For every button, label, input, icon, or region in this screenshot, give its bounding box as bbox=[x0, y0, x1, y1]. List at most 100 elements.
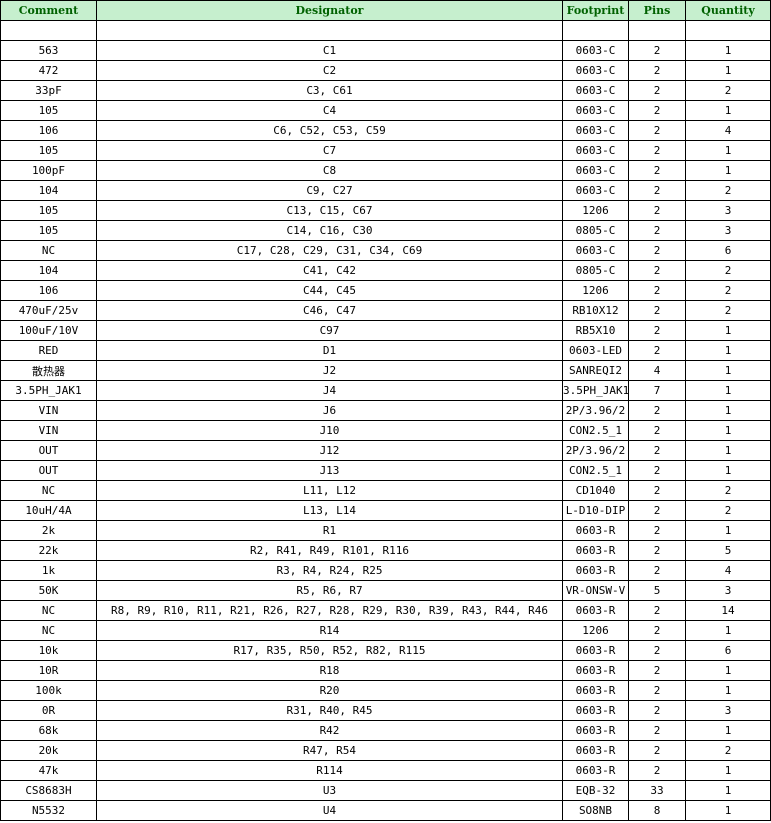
cell-pins[interactable]: 2 bbox=[628, 340, 686, 361]
cell-comment[interactable]: 105 bbox=[0, 140, 97, 161]
cell-designator[interactable]: C6, C52, C53, C59 bbox=[96, 120, 563, 141]
cell-pins[interactable]: 2 bbox=[628, 600, 686, 621]
cell-footprint[interactable]: 1206 bbox=[562, 280, 629, 301]
cell-comment[interactable]: 100uF/10V bbox=[0, 320, 97, 341]
cell-quantity[interactable]: 2 bbox=[685, 260, 771, 281]
cell-footprint[interactable]: L-D10-DIP bbox=[562, 500, 629, 521]
cell-comment[interactable]: 104 bbox=[0, 180, 97, 201]
cell-comment[interactable]: 563 bbox=[0, 40, 97, 61]
cell-footprint[interactable]: 0603-C bbox=[562, 100, 629, 121]
cell-footprint[interactable]: 0805-C bbox=[562, 260, 629, 281]
cell-comment[interactable]: 105 bbox=[0, 100, 97, 121]
cell-designator[interactable]: R31, R40, R45 bbox=[96, 700, 563, 721]
cell-pins[interactable]: 2 bbox=[628, 440, 686, 461]
cell-footprint[interactable]: 0603-C bbox=[562, 120, 629, 141]
cell-footprint[interactable]: 0805-C bbox=[562, 220, 629, 241]
cell-comment[interactable]: 10uH/4A bbox=[0, 500, 97, 521]
cell-quantity[interactable]: 14 bbox=[685, 600, 771, 621]
cell-footprint[interactable]: 0603-C bbox=[562, 140, 629, 161]
cell-designator[interactable]: J13 bbox=[96, 460, 563, 481]
cell-pins[interactable]: 2 bbox=[628, 60, 686, 81]
cell-pins[interactable]: 2 bbox=[628, 100, 686, 121]
cell-comment[interactable]: 0R bbox=[0, 700, 97, 721]
cell-designator[interactable]: C41, C42 bbox=[96, 260, 563, 281]
cell-pins[interactable]: 2 bbox=[628, 700, 686, 721]
cell-quantity[interactable]: 1 bbox=[685, 60, 771, 81]
cell-footprint[interactable]: 0603-R bbox=[562, 740, 629, 761]
cell-comment[interactable]: 1k bbox=[0, 560, 97, 581]
cell-footprint[interactable]: 3.5PH_JAK1 bbox=[562, 380, 629, 401]
cell-comment[interactable]: 20k bbox=[0, 740, 97, 761]
cell-quantity[interactable]: 1 bbox=[685, 660, 771, 681]
cell-quantity[interactable]: 1 bbox=[685, 460, 771, 481]
cell-pins[interactable]: 5 bbox=[628, 580, 686, 601]
cell-comment[interactable]: NC bbox=[0, 480, 97, 501]
cell-designator[interactable] bbox=[96, 20, 563, 41]
cell-footprint[interactable]: 0603-R bbox=[562, 560, 629, 581]
cell-comment[interactable]: NC bbox=[0, 240, 97, 261]
cell-quantity[interactable]: 2 bbox=[685, 500, 771, 521]
cell-footprint[interactable]: CON2.5_1 bbox=[562, 420, 629, 441]
cell-comment[interactable] bbox=[0, 20, 97, 41]
cell-designator[interactable]: J2 bbox=[96, 360, 563, 381]
cell-footprint[interactable]: 0603-R bbox=[562, 540, 629, 561]
cell-designator[interactable]: R14 bbox=[96, 620, 563, 641]
cell-comment[interactable]: 100k bbox=[0, 680, 97, 701]
cell-designator[interactable]: R17, R35, R50, R52, R82, R115 bbox=[96, 640, 563, 661]
cell-quantity[interactable]: 1 bbox=[685, 100, 771, 121]
cell-pins[interactable]: 2 bbox=[628, 540, 686, 561]
cell-comment[interactable]: OUT bbox=[0, 440, 97, 461]
cell-pins[interactable]: 2 bbox=[628, 160, 686, 181]
cell-quantity[interactable]: 5 bbox=[685, 540, 771, 561]
cell-designator[interactable]: U4 bbox=[96, 800, 563, 821]
cell-designator[interactable]: L11, L12 bbox=[96, 480, 563, 501]
cell-pins[interactable]: 2 bbox=[628, 220, 686, 241]
cell-quantity[interactable]: 2 bbox=[685, 740, 771, 761]
cell-comment[interactable]: NC bbox=[0, 600, 97, 621]
cell-pins[interactable]: 4 bbox=[628, 360, 686, 381]
header-comment[interactable]: Comment bbox=[0, 0, 97, 21]
cell-footprint[interactable]: 0603-R bbox=[562, 700, 629, 721]
cell-footprint[interactable]: RB5X10 bbox=[562, 320, 629, 341]
cell-pins[interactable]: 2 bbox=[628, 460, 686, 481]
cell-quantity[interactable]: 6 bbox=[685, 640, 771, 661]
cell-pins[interactable]: 2 bbox=[628, 420, 686, 441]
header-pins[interactable]: Pins bbox=[628, 0, 686, 21]
cell-quantity[interactable]: 1 bbox=[685, 800, 771, 821]
cell-designator[interactable]: U3 bbox=[96, 780, 563, 801]
cell-footprint[interactable]: CD1040 bbox=[562, 480, 629, 501]
cell-designator[interactable]: J4 bbox=[96, 380, 563, 401]
cell-comment[interactable]: CS8683H bbox=[0, 780, 97, 801]
cell-comment[interactable]: VIN bbox=[0, 400, 97, 421]
cell-footprint[interactable]: RB10X12 bbox=[562, 300, 629, 321]
cell-footprint[interactable]: VR-ONSW-V bbox=[562, 580, 629, 601]
cell-designator[interactable]: R2, R41, R49, R101, R116 bbox=[96, 540, 563, 561]
cell-designator[interactable]: R42 bbox=[96, 720, 563, 741]
cell-pins[interactable] bbox=[628, 20, 686, 41]
cell-comment[interactable]: 100pF bbox=[0, 160, 97, 181]
cell-footprint[interactable]: 0603-C bbox=[562, 80, 629, 101]
cell-comment[interactable]: 106 bbox=[0, 120, 97, 141]
cell-designator[interactable]: D1 bbox=[96, 340, 563, 361]
cell-comment[interactable]: 47k bbox=[0, 760, 97, 781]
cell-pins[interactable]: 2 bbox=[628, 320, 686, 341]
cell-quantity[interactable]: 3 bbox=[685, 220, 771, 241]
cell-comment[interactable]: 106 bbox=[0, 280, 97, 301]
cell-footprint[interactable]: 0603-R bbox=[562, 760, 629, 781]
cell-quantity[interactable]: 1 bbox=[685, 400, 771, 421]
cell-designator[interactable]: R3, R4, R24, R25 bbox=[96, 560, 563, 581]
cell-footprint[interactable]: 2P/3.96/2 bbox=[562, 440, 629, 461]
cell-designator[interactable]: C13, C15, C67 bbox=[96, 200, 563, 221]
cell-pins[interactable]: 2 bbox=[628, 120, 686, 141]
cell-pins[interactable]: 2 bbox=[628, 200, 686, 221]
cell-comment[interactable]: 10R bbox=[0, 660, 97, 681]
cell-designator[interactable]: C17, C28, C29, C31, C34, C69 bbox=[96, 240, 563, 261]
cell-comment[interactable]: 3.5PH_JAK1 bbox=[0, 380, 97, 401]
cell-pins[interactable]: 2 bbox=[628, 560, 686, 581]
cell-designator[interactable]: R5, R6, R7 bbox=[96, 580, 563, 601]
cell-quantity[interactable]: 4 bbox=[685, 120, 771, 141]
cell-comment[interactable]: 33pF bbox=[0, 80, 97, 101]
cell-quantity[interactable]: 2 bbox=[685, 80, 771, 101]
cell-designator[interactable]: C8 bbox=[96, 160, 563, 181]
cell-pins[interactable]: 2 bbox=[628, 180, 686, 201]
